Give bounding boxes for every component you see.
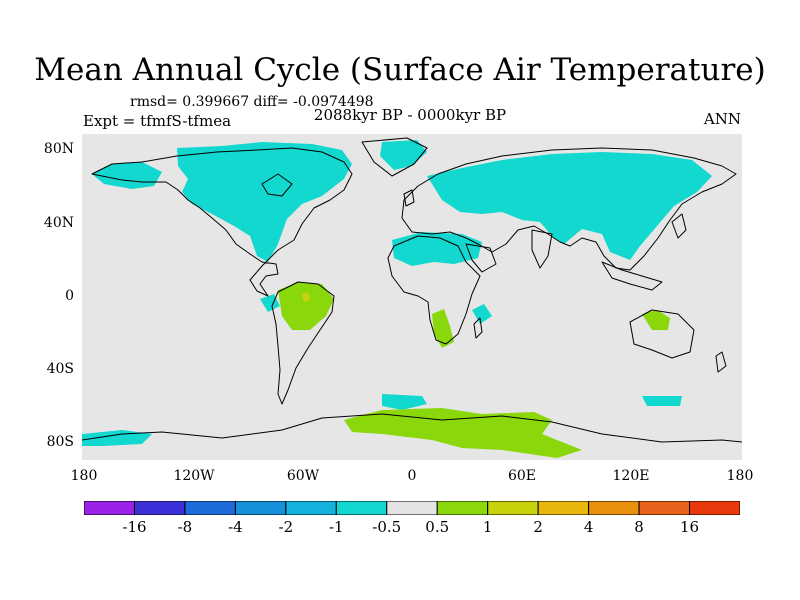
lat-label-80n: 80N (43, 141, 74, 157)
colorbar-tick-label: -0.5 (372, 518, 402, 536)
coastline-arabia (465, 243, 497, 273)
season-label: ANN (703, 110, 741, 128)
lat-label-40s: 40S (46, 361, 74, 377)
lon-label-180w: 180 (70, 468, 98, 484)
colorbar-box (537, 501, 590, 515)
colorbar-tick-label: 1 (482, 518, 493, 536)
colorbar-tick-label: -16 (122, 518, 147, 536)
lon-label-120w: 120W (173, 468, 215, 484)
colorbar-box (689, 501, 740, 515)
anomaly-cyan-north-america (177, 142, 352, 262)
coastline-india (531, 229, 553, 269)
colorbar-tick-label: 4 (583, 518, 594, 536)
experiment-label: Expt = tfmfS-tfmea (83, 112, 232, 130)
anomaly-cyan-ross (82, 430, 152, 446)
coastline-madagascar (473, 317, 483, 339)
colorbar-box (386, 501, 438, 515)
coastline-eurasia (401, 147, 737, 271)
stats-text: rmsd= 0.399667 diff= -0.0974498 (130, 94, 374, 110)
colorbar-tick-label: -8 (177, 518, 193, 536)
lat-label-0: 0 (65, 288, 74, 304)
coastline-antarctica (82, 413, 742, 443)
coastline-british-isles (403, 189, 415, 207)
colorbar-box (588, 501, 640, 515)
lon-label-60e: 60E (507, 468, 537, 484)
colorbar-tick-label: 0.5 (425, 518, 450, 536)
lon-label-180e: 180 (726, 468, 754, 484)
colorbar-box (487, 501, 539, 515)
lon-label-60w: 60W (286, 468, 320, 484)
colorbar-box (234, 501, 287, 515)
anomaly-cyan-eurasia (427, 152, 712, 260)
colorbar-box (335, 501, 388, 515)
coastline-japan (671, 213, 687, 239)
colorbar-box (184, 501, 236, 515)
period-label: 2088kyr BP - 0000kyr BP (313, 106, 507, 124)
lon-label-0: 0 (407, 468, 417, 484)
anomaly-green-australia (642, 310, 670, 330)
colorbar-box (133, 501, 186, 515)
coastline-southeast-asia (601, 261, 663, 291)
anomaly-green-amazon (278, 282, 334, 330)
anomaly-cyan-indian (472, 304, 492, 324)
colorbar-box (84, 501, 135, 515)
colorbar (84, 501, 740, 515)
colorbar-tick-label: 2 (533, 518, 543, 536)
anomaly-yellow-spot (302, 292, 310, 302)
map-plot (82, 134, 742, 460)
colorbar-tick-label: 8 (634, 518, 644, 536)
coastline-south-america (271, 281, 335, 405)
colorbar-box (638, 501, 691, 515)
coastline-north-america (91, 147, 353, 297)
colorbar-tick-label: -4 (228, 518, 243, 536)
colorbar-tick-label: -1 (328, 518, 344, 536)
colorbar-box (285, 501, 337, 515)
coastline-greenland (361, 137, 428, 177)
lon-label-120e: 120E (612, 468, 650, 484)
anomaly-green-antarctica (344, 408, 582, 458)
anomaly-cyan-north-africa (392, 232, 482, 266)
coastline-africa (387, 235, 481, 345)
anomaly-fields (82, 140, 712, 458)
coastline-new-zealand (715, 351, 727, 373)
lat-label-80s: 80S (46, 434, 74, 450)
colorbar-tick-label: -2 (278, 518, 294, 536)
plot-title: Mean Annual Cycle (Surface Air Temperatu… (34, 52, 766, 88)
coastlines (82, 137, 742, 443)
coastline-australia (629, 309, 695, 359)
colorbar-box (436, 501, 489, 515)
lat-label-40n: 40N (43, 215, 74, 231)
anomaly-cyan-southern-ocean (382, 394, 682, 410)
colorbar-tick-label: 16 (679, 518, 700, 536)
coastline-hudson-bay (261, 173, 293, 197)
anomaly-green-southern-africa (432, 309, 454, 348)
